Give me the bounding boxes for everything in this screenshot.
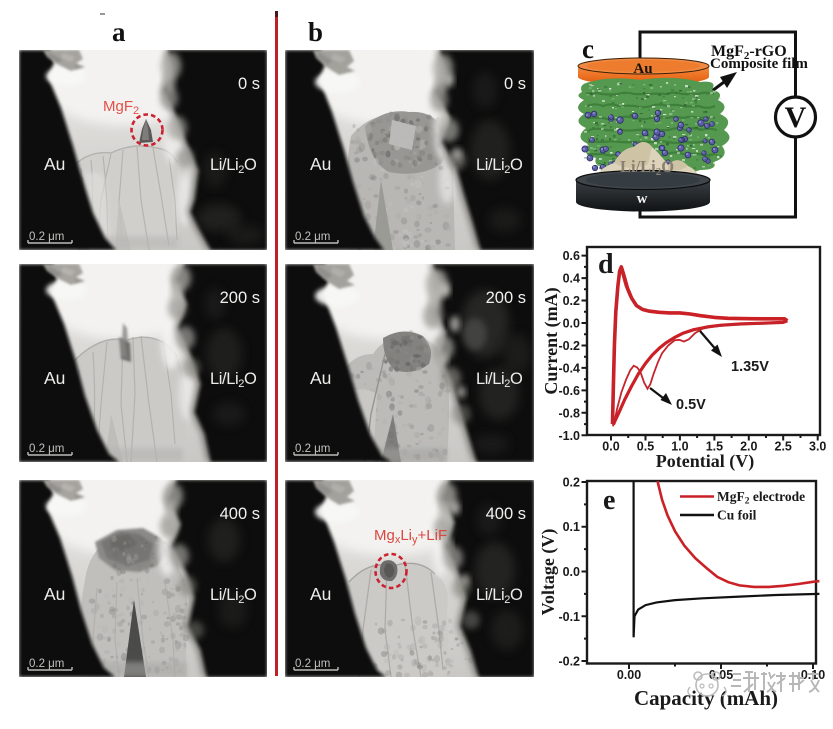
svg-text:400 s: 400 s <box>220 505 260 523</box>
svg-text:0.0: 0.0 <box>602 440 619 454</box>
svg-text:Li/Li2O: Li/Li2O <box>620 157 674 178</box>
svg-text:Capacity (mAh): Capacity (mAh) <box>634 686 778 710</box>
svg-text:1.35V: 1.35V <box>731 359 769 375</box>
svg-text:0 s: 0 s <box>238 75 260 93</box>
svg-text:0.2 μm: 0.2 μm <box>295 231 330 243</box>
svg-text:Potential (V): Potential (V) <box>656 451 754 472</box>
svg-text:Au: Au <box>310 154 331 174</box>
svg-text:0.2 μm: 0.2 μm <box>29 443 64 455</box>
svg-text:Cu foil: Cu foil <box>717 508 757 523</box>
svg-text:Au: Au <box>44 154 65 174</box>
svg-text:0.2 μm: 0.2 μm <box>295 443 330 455</box>
svg-text:0.2 μm: 0.2 μm <box>295 658 330 670</box>
svg-text:0.5V: 0.5V <box>676 397 706 413</box>
svg-text:200 s: 200 s <box>486 289 526 307</box>
svg-text:V: V <box>785 101 807 134</box>
svg-text:-0.6: -0.6 <box>558 384 580 398</box>
svg-text:-0.2: -0.2 <box>558 655 580 669</box>
svg-text:Au: Au <box>310 584 331 604</box>
svg-text:Li/Li2O: Li/Li2O <box>210 370 257 390</box>
svg-text:c: c <box>582 34 594 64</box>
svg-text:-0.2: -0.2 <box>558 339 580 353</box>
svg-text:400 s: 400 s <box>486 505 526 523</box>
svg-text:d: d <box>598 249 614 280</box>
svg-text:w: w <box>637 191 648 207</box>
svg-text:Li/Li2O: Li/Li2O <box>210 586 257 606</box>
svg-text:Composite film: Composite film <box>710 56 808 72</box>
svg-text:Au: Au <box>633 61 652 77</box>
svg-text:200 s: 200 s <box>220 289 260 307</box>
svg-text:Au: Au <box>310 368 331 388</box>
svg-text:Li/Li2O: Li/Li2O <box>476 370 523 390</box>
svg-text:Li/Li2O: Li/Li2O <box>476 156 523 176</box>
svg-text:0.0: 0.0 <box>563 565 580 579</box>
svg-text:-1.0: -1.0 <box>558 429 580 443</box>
svg-text:0.2 μm: 0.2 μm <box>29 231 64 243</box>
svg-text:0 s: 0 s <box>504 75 526 93</box>
svg-text:0.5: 0.5 <box>637 440 654 454</box>
svg-text:2.0: 2.0 <box>740 440 757 454</box>
svg-text:Voltage (V): Voltage (V) <box>540 529 559 616</box>
svg-text:-0.8: -0.8 <box>558 406 580 420</box>
svg-text:2.5: 2.5 <box>775 440 792 454</box>
svg-text:MgF2-rGO: MgF2-rGO <box>711 43 787 62</box>
svg-text:0.1: 0.1 <box>563 520 580 534</box>
svg-text:0.2: 0.2 <box>563 476 580 490</box>
svg-text:0.00: 0.00 <box>617 668 641 682</box>
svg-text:3.0: 3.0 <box>809 440 826 454</box>
svg-text:MgF2 electrode: MgF2 electrode <box>717 489 805 507</box>
svg-text:MgxLiy+LiF: MgxLiy+LiF <box>374 527 447 546</box>
svg-text:-0.1: -0.1 <box>558 610 580 624</box>
svg-text:e: e <box>603 485 615 516</box>
svg-text:Li/Li2O: Li/Li2O <box>210 156 257 176</box>
svg-text:Au: Au <box>44 368 65 388</box>
svg-text:1.5: 1.5 <box>706 440 723 454</box>
svg-text:0.2: 0.2 <box>563 294 580 308</box>
svg-text:0.4: 0.4 <box>563 272 580 286</box>
svg-text:MgF2: MgF2 <box>103 98 139 117</box>
svg-text:Li/Li2O: Li/Li2O <box>476 586 523 606</box>
svg-text:0.6: 0.6 <box>563 249 580 263</box>
svg-text:1.0: 1.0 <box>671 440 688 454</box>
svg-text:Current (mA): Current (mA) <box>541 287 562 394</box>
svg-text:-0.4: -0.4 <box>558 361 580 375</box>
svg-text:Au: Au <box>44 584 65 604</box>
svg-text:0.2 μm: 0.2 μm <box>29 658 64 670</box>
svg-text:0.0: 0.0 <box>563 317 580 331</box>
